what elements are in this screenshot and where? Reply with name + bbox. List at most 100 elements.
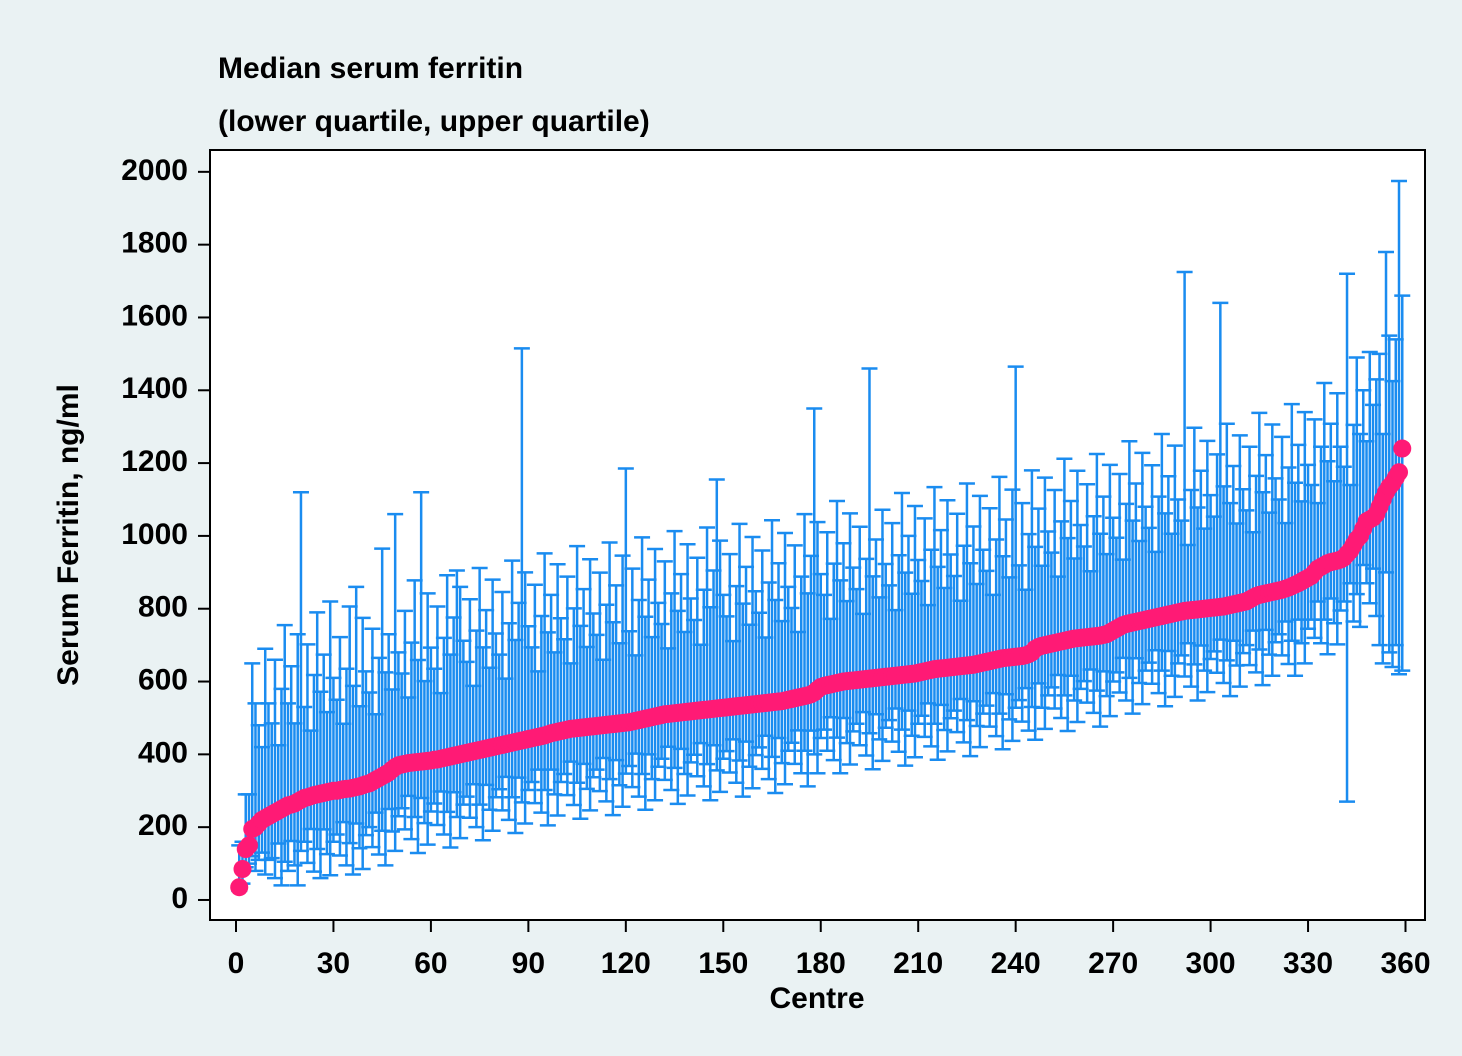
error-bar	[893, 491, 910, 731]
error-bar	[978, 569, 995, 707]
y-tick-label: 800	[138, 591, 188, 624]
error-bar	[322, 600, 339, 877]
error-bar	[926, 485, 943, 726]
error-bar	[439, 573, 456, 814]
error-bar	[913, 579, 930, 718]
y-tick-label: 200	[138, 809, 188, 842]
error-bar	[958, 482, 975, 722]
y-tick-label: 400	[138, 736, 188, 769]
error-bar	[880, 584, 897, 722]
x-tick-label: 120	[601, 947, 651, 980]
error-bar	[783, 606, 800, 744]
y-tick-label: 1200	[121, 445, 188, 478]
x-tick-label: 150	[698, 947, 748, 980]
marks	[230, 179, 1412, 897]
error-bar	[828, 499, 845, 739]
error-bar	[991, 475, 1008, 715]
error-bar	[1088, 452, 1105, 692]
error-bar	[458, 660, 475, 798]
chart-title: Median serum ferritin	[218, 52, 523, 85]
error-bar	[1173, 519, 1190, 657]
x-tick-label: 270	[1088, 947, 1138, 980]
error-bar	[1140, 526, 1157, 664]
error-bar	[257, 647, 274, 876]
error-bar	[1218, 422, 1235, 662]
error-bar	[1339, 272, 1356, 803]
error-bar	[1101, 463, 1118, 718]
error-bar	[1335, 465, 1352, 603]
error-bar	[393, 672, 410, 810]
error-bar	[504, 559, 521, 799]
error-bar	[1391, 179, 1408, 676]
median-point	[1393, 439, 1412, 458]
error-bar	[276, 623, 293, 863]
x-axis-label: Centre	[769, 982, 864, 1015]
x-tick-label: 330	[1283, 947, 1333, 980]
error-bar	[387, 512, 404, 853]
error-bar	[764, 519, 781, 759]
error-bar	[1010, 564, 1027, 702]
error-bar	[569, 544, 586, 784]
error-bar	[653, 622, 670, 760]
error-bar	[471, 566, 488, 806]
error-bar	[491, 653, 508, 791]
y-tick-label: 1600	[121, 299, 188, 332]
error-bar	[426, 667, 443, 805]
error-bar	[708, 478, 725, 772]
y-tick-label: 600	[138, 663, 188, 696]
error-bar	[815, 593, 832, 731]
error-bar	[686, 618, 703, 756]
error-bar	[848, 587, 865, 726]
x-tick-label: 240	[991, 947, 1041, 980]
error-bar	[289, 632, 306, 887]
error-bar	[751, 611, 768, 749]
error-bar	[588, 633, 605, 771]
median-point	[239, 836, 258, 855]
error-bar	[1043, 551, 1060, 689]
x-tick-label: 360	[1380, 947, 1430, 980]
error-bar	[718, 615, 735, 753]
error-bar	[1056, 457, 1073, 697]
y-tick-label: 0	[171, 882, 188, 915]
x-tick-label: 300	[1186, 947, 1236, 980]
error-bar	[309, 611, 326, 851]
x-tick-label: 90	[512, 947, 545, 980]
error-bar	[273, 687, 290, 887]
x-tick-label: 210	[893, 947, 943, 980]
error-bar	[731, 522, 748, 762]
error-bar	[328, 698, 345, 836]
error-bar	[796, 512, 813, 752]
error-bar	[556, 638, 573, 776]
x-tick-label: 60	[414, 947, 447, 980]
error-bar	[1121, 440, 1138, 680]
median-point	[230, 878, 249, 897]
error-bar	[1296, 410, 1313, 665]
error-bar	[536, 552, 553, 792]
error-bar	[1251, 411, 1268, 651]
y-axis-label: Serum Ferritin, ng/ml	[52, 384, 85, 686]
error-bar	[945, 574, 962, 712]
error-bar	[523, 646, 540, 784]
error-bar	[1283, 402, 1300, 643]
y-tick-label: 1400	[121, 372, 188, 405]
error-bar	[1075, 545, 1092, 683]
median-point	[233, 860, 252, 879]
y-tick-label: 1800	[121, 227, 188, 260]
error-bar	[1186, 426, 1203, 666]
x-tick-label: 180	[796, 947, 846, 980]
error-bar	[809, 520, 826, 775]
error-bar	[1316, 381, 1333, 621]
error-bar	[1153, 432, 1170, 672]
x-tick-label: 30	[317, 947, 350, 980]
error-bar	[621, 630, 638, 768]
y-tick-label: 2000	[121, 154, 188, 187]
error-bar	[699, 526, 716, 766]
median-point	[1390, 463, 1409, 482]
y-tick-label: 1000	[121, 518, 188, 551]
error-bar	[601, 541, 618, 781]
x-tick-label: 0	[228, 947, 245, 980]
error-bar	[634, 536, 651, 776]
error-bar	[279, 702, 296, 873]
chart-subtitle: (lower quartile, upper quartile)	[218, 105, 650, 138]
